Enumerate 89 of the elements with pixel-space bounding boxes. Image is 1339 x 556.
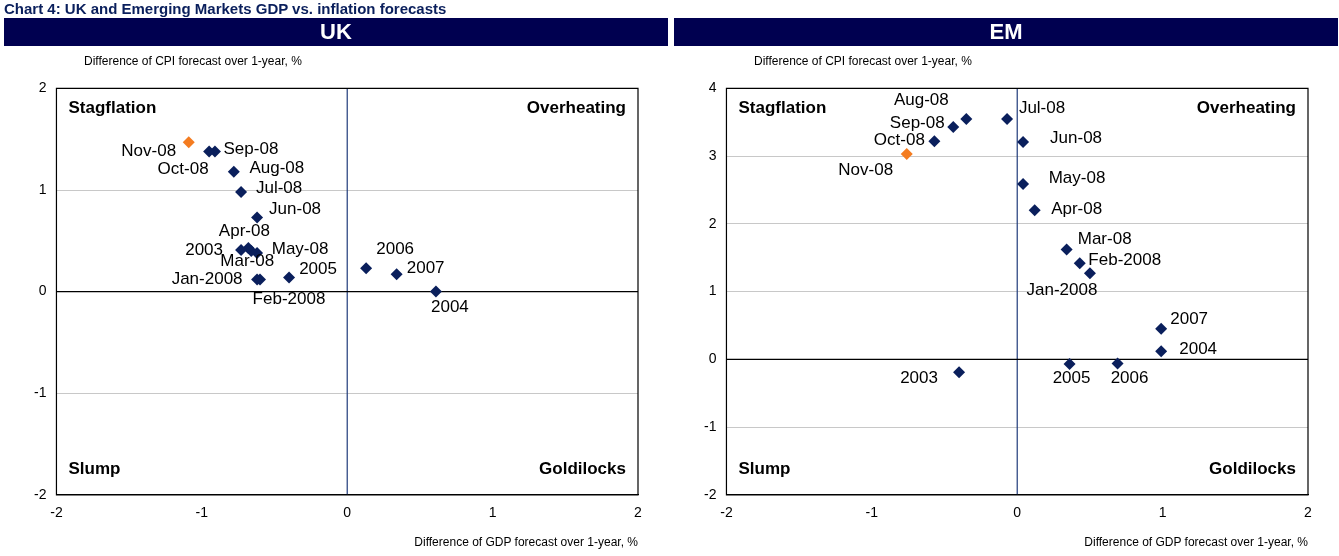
y-tick-label: -2 bbox=[34, 485, 47, 502]
point bbox=[1028, 204, 1041, 217]
point bbox=[1060, 243, 1073, 256]
x-tick-label: -1 bbox=[865, 504, 879, 521]
chart-title: UK bbox=[4, 18, 668, 46]
y-tick-label: -1 bbox=[34, 384, 47, 401]
point bbox=[947, 121, 960, 134]
x-tick-label: 1 bbox=[488, 504, 497, 521]
annotation: Stagflation bbox=[738, 98, 827, 118]
series-label: Oct-08 bbox=[157, 159, 209, 179]
y-tick-label: 0 bbox=[38, 282, 47, 299]
series-label: Mar-08 bbox=[1077, 229, 1132, 249]
series-label: Jul-08 bbox=[255, 177, 303, 197]
point bbox=[283, 271, 296, 284]
series-label: Feb-2008 bbox=[1088, 249, 1162, 269]
x-axis-title: Difference of GDP forecast over 1-year, % bbox=[414, 535, 639, 550]
y-tick-label: -1 bbox=[704, 417, 717, 434]
y-tick-label: 2 bbox=[38, 79, 47, 96]
point bbox=[182, 136, 195, 149]
point bbox=[1155, 322, 1168, 335]
x-tick-label: 0 bbox=[1013, 504, 1022, 521]
y-tick-label: 0 bbox=[708, 350, 717, 367]
y-tick-label: 4 bbox=[708, 79, 717, 96]
series-label: Apr-08 bbox=[1051, 199, 1103, 219]
series-label: Sep-08 bbox=[223, 139, 279, 159]
y-tick-label: 1 bbox=[38, 180, 47, 197]
point bbox=[360, 262, 373, 275]
y-axis-title: Difference of CPI forecast over 1-year, % bbox=[84, 54, 302, 68]
annotation: Goldilocks bbox=[539, 459, 626, 479]
y-axis-title: Difference of CPI forecast over 1-year, % bbox=[754, 54, 972, 68]
series-label: 2006 bbox=[376, 238, 415, 258]
annotation: Slump bbox=[68, 459, 121, 479]
point bbox=[1017, 177, 1030, 190]
series-label: Nov-08 bbox=[121, 140, 177, 160]
x-tick-label: 0 bbox=[343, 504, 352, 521]
point bbox=[960, 112, 973, 125]
x-tick-label: -2 bbox=[50, 504, 63, 521]
x-tick-label: -1 bbox=[195, 504, 209, 521]
point bbox=[1111, 357, 1124, 370]
series-label: 2006 bbox=[1110, 368, 1149, 388]
x-tick-label: -2 bbox=[720, 504, 733, 521]
point bbox=[1073, 257, 1086, 270]
series-label: 2007 bbox=[1170, 308, 1209, 328]
x-tick-label: 1 bbox=[1158, 504, 1167, 521]
annotation: Slump bbox=[738, 459, 791, 479]
y-tick-label: -2 bbox=[704, 485, 717, 502]
chart-subtitle: Chart 4: UK and Emerging Markets GDP vs. inflation forecasts bbox=[4, 0, 447, 17]
series-label: 2005 bbox=[299, 259, 337, 279]
point bbox=[235, 186, 248, 199]
annotation: Overheating bbox=[1196, 98, 1296, 118]
point bbox=[1063, 358, 1076, 371]
series-label: Apr-08 bbox=[218, 220, 270, 240]
point bbox=[1017, 135, 1030, 148]
series-label: Sep-08 bbox=[889, 112, 945, 132]
series-label: Aug-08 bbox=[893, 89, 949, 109]
series-label: Jul-08 bbox=[1018, 97, 1066, 117]
point bbox=[928, 135, 941, 148]
point bbox=[1083, 267, 1096, 280]
y-tick-label: 3 bbox=[708, 146, 717, 163]
point bbox=[1155, 345, 1168, 358]
series-label: Jan-2008 bbox=[171, 269, 243, 289]
series-label: Jun-08 bbox=[269, 199, 322, 219]
y-tick-label: 1 bbox=[708, 282, 717, 299]
point bbox=[227, 165, 240, 178]
point bbox=[390, 268, 403, 281]
series-label: May-08 bbox=[1048, 167, 1106, 187]
series-label: 2003 bbox=[900, 367, 938, 387]
annotation: Overheating bbox=[526, 98, 626, 118]
point bbox=[1001, 112, 1014, 125]
series-label: Aug-08 bbox=[249, 158, 305, 178]
chart-title: EM bbox=[674, 18, 1338, 46]
series-label: 2004 bbox=[1179, 338, 1218, 358]
point bbox=[429, 285, 442, 298]
series-label: Nov-08 bbox=[838, 159, 894, 179]
x-tick-label: 2 bbox=[634, 504, 643, 521]
series-label: Jan-2008 bbox=[1026, 280, 1098, 299]
point bbox=[251, 211, 264, 224]
point bbox=[900, 148, 913, 161]
annotation: Goldilocks bbox=[1209, 459, 1296, 479]
x-tick-label: 2 bbox=[1304, 504, 1313, 521]
series-label: 2004 bbox=[431, 297, 469, 317]
x-axis-title: Difference of GDP forecast over 1-year, % bbox=[1084, 535, 1309, 550]
series-label: 2007 bbox=[406, 258, 445, 278]
annotation: Stagflation bbox=[68, 98, 157, 118]
point bbox=[953, 366, 966, 379]
series-label: Feb-2008 bbox=[252, 289, 326, 309]
series-label: 2005 bbox=[1052, 367, 1091, 387]
y-tick-label: 2 bbox=[708, 214, 717, 231]
series-label: Jun-08 bbox=[1050, 127, 1103, 147]
